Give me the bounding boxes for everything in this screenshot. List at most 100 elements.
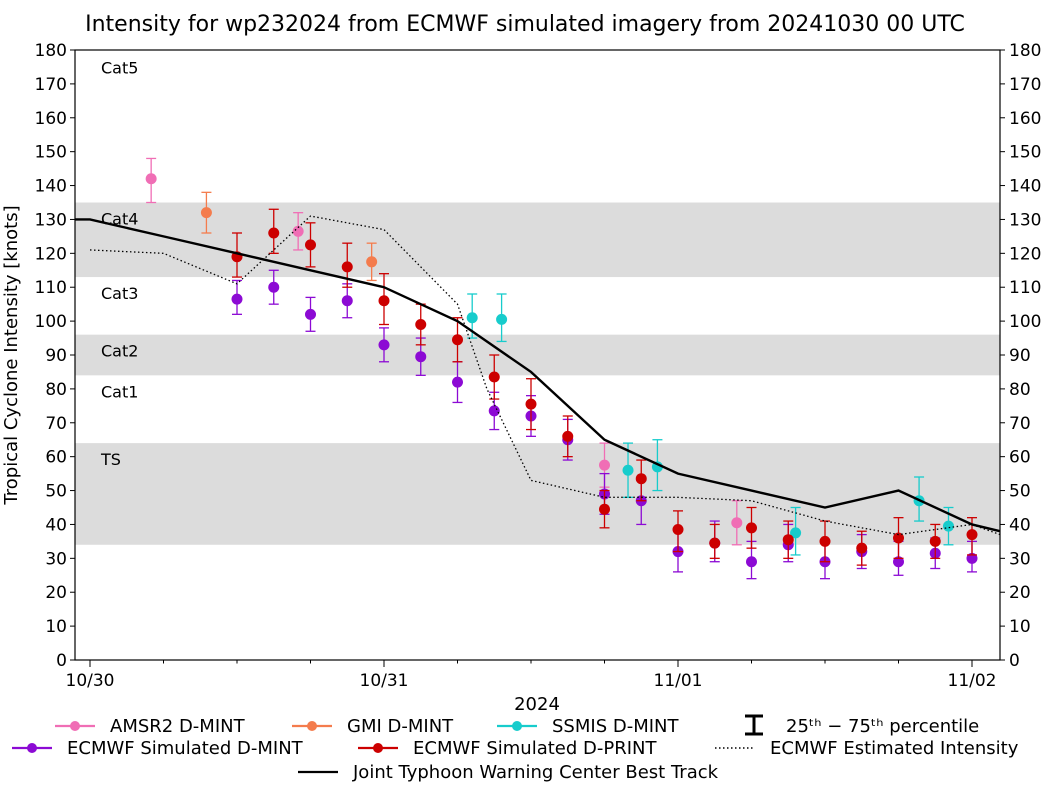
legend-item-ecmwf-simulated-d-print: ECMWF Simulated D-PRINT [358,738,658,759]
y-tick-label-left: 150 [35,143,67,163]
legend-label-ecmwf-simulated-d-print: ECMWF Simulated D-PRINT [413,738,658,759]
y-axis-label: Tropical Cyclone Intensity [knots] [1,205,22,505]
band-label-cat2: Cat2 [101,342,138,361]
chart-title: Intensity for wp232024 from ECMWF simula… [85,12,965,37]
ssmis-d-mint-point [496,293,508,343]
amsr2-d-mint-point [731,500,743,546]
y-axis-right: 0 10 20 30 40 50 60 70 80 90 100 110 120 130 140 150 160… [1000,41,1041,671]
legend-item-joint-typhoon-warning-center-best-track: Joint Typhoon Warning Center Best Track [298,762,719,783]
ecmwf-simulated-d-print-point [378,273,390,326]
y-tick-label-left: 160 [35,109,67,129]
ecmwf-simulated-d-print-marker [268,227,280,239]
ecmwf-simulated-d-print-marker [305,239,316,251]
legend-label-ecmwf-simulated-d-mint: ECMWF Simulated D-MINT [67,738,304,759]
y-tick-label-right: 110 [1009,278,1041,298]
gmi-d-mint-marker [366,256,378,268]
legend-label-percentile: 25ᵗʰ − 75ᵗʰ percentile [786,716,979,737]
ssmis-d-mint-point [790,506,802,556]
ecmwf-simulated-d-print-marker [452,334,463,346]
ecmwf-simulated-d-print-marker [525,398,537,410]
category-bands [75,202,1000,545]
x-axis-label: 2024 [514,694,560,715]
y-tick-label-left: 70 [45,414,67,434]
y-tick-label-right: 180 [1009,41,1041,61]
gmi-d-mint-point [200,191,212,234]
ecmwf-simulated-d-print-point [782,520,794,559]
ecmwf-simulated-d-mint-point [341,283,353,319]
legend-label-gmi-d-mint: GMI D-MINT [347,716,454,737]
amsr2-d-mint-marker [145,173,157,185]
ssmis-d-mint-marker [942,520,954,532]
ecmwf-simulated-d-mint-marker [341,295,353,307]
legend-marker-amsr2-d-mint [70,721,80,731]
y-tick-label-right: 170 [1009,75,1041,95]
ecmwf-simulated-d-print-marker [672,524,684,536]
ecmwf-simulated-d-print-point [268,208,280,254]
ecmwf-simulated-d-mint-point [268,269,280,305]
amsr2-d-mint-marker [292,225,304,237]
y-tick-label-right: 100 [1009,312,1041,332]
ecmwf-simulated-d-mint-marker [488,405,500,417]
y-tick-label-right: 120 [1009,244,1041,264]
y-tick-label-right: 50 [1009,482,1031,502]
ecmwf-simulated-d-print-point [415,303,427,346]
ecmwf-simulated-d-print-marker [341,261,353,273]
ecmwf-simulated-d-print-marker [488,371,500,383]
ecmwf-simulated-d-print-marker [856,542,868,554]
ssmis-d-mint-marker [466,312,478,324]
y-tick-label-right: 90 [1009,346,1031,366]
ecmwf-simulated-d-print-marker [929,535,941,547]
ecmwf-simulated-d-print-point [672,510,684,553]
ecmwf-simulated-d-mint-marker [231,293,243,305]
y-tick-label-right: 30 [1009,549,1031,569]
ecmwf-simulated-d-print-marker [415,319,427,330]
y-tick-label-right: 0 [1009,651,1020,671]
ecmwf-simulated-d-mint-marker [452,376,463,388]
ssmis-d-mint-marker [622,464,634,476]
amsr2-d-mint-marker [731,517,743,529]
ssmis-d-mint-marker [496,313,508,325]
y-tick-label-left: 180 [35,41,67,61]
amsr2-d-mint-marker [599,459,610,471]
y-tick-label-left: 20 [45,583,67,603]
band-label-ts: TS [100,450,121,469]
y-tick-label-left: 60 [45,448,67,468]
legend: AMSR2 D-MINT GMI D-MINT SSMIS D-MINT 25ᵗʰ −… [12,714,1019,783]
band-ts [75,443,1000,545]
y-tick-label-right: 160 [1009,109,1041,129]
legend-label-ssmis-d-mint: SSMIS D-MINT [552,716,679,737]
y-tick-label-right: 40 [1009,515,1031,535]
ecmwf-simulated-d-print-point [746,506,757,549]
ecmwf-simulated-d-print-point [525,378,537,431]
gmi-d-mint-marker [200,207,212,219]
ecmwf-simulated-d-print-point [599,489,610,529]
amsr2-d-mint-point [292,212,304,251]
ecmwf-simulated-d-mint-point [746,540,757,580]
legend-marker-ssmis-d-mint [512,721,522,731]
legend-label-amsr2-d-mint: AMSR2 D-MINT [110,716,246,737]
y-tick-label-left: 90 [45,346,67,366]
y-tick-label-left: 140 [35,177,67,197]
legend-marker-gmi-d-mint [307,721,317,731]
band-cat2 [75,334,1000,376]
ecmwf-simulated-d-print-point [305,222,316,268]
ecmwf-simulated-d-print-point [856,530,868,566]
legend-item-gmi-d-mint: GMI D-MINT [292,716,454,737]
x-axis: 10/30 10/31 11/01 11/02 [66,660,997,691]
ecmwf-simulated-d-mint-point [305,296,316,332]
ecmwf-simulated-d-print-point [488,354,500,400]
ecmwf-simulated-d-print-point [562,415,574,458]
y-tick-label-right: 80 [1009,380,1031,400]
y-tick-label-left: 80 [45,380,67,400]
gmi-d-mint-point [366,242,378,282]
y-axis-left: 0 10 20 30 40 50 60 70 80 90 100 110 120 130 140 150 160… [35,41,75,671]
legend-item-percentile: 25ᵗʰ − 75ᵗʰ percentile [745,714,979,737]
legend-marker-ecmwf-simulated-d-mint [27,743,37,753]
ecmwf-simulated-d-print-marker [746,522,757,534]
legend-label-joint-typhoon-warning-center-best-track: Joint Typhoon Warning Center Best Track [352,762,719,783]
legend-item-amsr2-d-mint: AMSR2 D-MINT [55,716,246,737]
ecmwf-simulated-d-print-marker [782,534,794,546]
joint-typhoon-warning-center-best-track-line [75,218,1001,533]
y-tick-label-right: 20 [1009,583,1031,603]
